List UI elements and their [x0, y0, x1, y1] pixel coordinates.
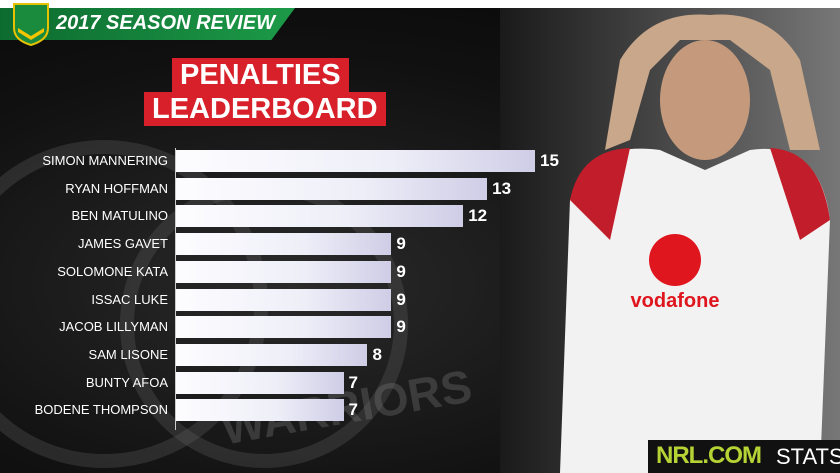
bar-label: BUNTY AFOA: [85, 374, 168, 390]
banner-title: 2017 SEASON REVIEW: [56, 12, 275, 34]
data-label: 9: [396, 317, 406, 337]
bar: [176, 260, 392, 283]
axis-line: [175, 148, 176, 430]
stats-suffix: STATS: [776, 444, 840, 469]
bar-label: SIMON MANNERING: [42, 153, 168, 168]
stats-brand: NRL.COM: [656, 442, 762, 469]
data-label: 9: [396, 261, 406, 281]
data-label: 13: [492, 178, 512, 198]
data-label: 7: [348, 372, 358, 392]
bar-label: RYAN HOFFMAN: [65, 180, 168, 196]
bar: [176, 288, 392, 311]
bar-label: JAMES GAVET: [77, 236, 168, 252]
bar-label: BODENE THOMPSON: [34, 402, 168, 418]
bar: [176, 205, 464, 228]
title-line-2: LEADERBOARD: [144, 92, 386, 126]
season-banner: [0, 8, 295, 40]
bar: [176, 316, 392, 339]
bar: [176, 371, 344, 394]
bar: [176, 399, 344, 422]
data-label: 12: [468, 206, 488, 226]
nrl-logo: [13, 3, 49, 46]
data-label: 9: [396, 234, 406, 254]
bar: [176, 177, 488, 200]
bar: [176, 150, 535, 172]
bar: [176, 343, 368, 366]
title-line-1: PENALTIES: [172, 58, 349, 92]
bar-label: JACOB LILLYMAN: [59, 319, 168, 335]
bar-label: SOLOMONE KATA: [57, 263, 168, 279]
data-label: 8: [372, 344, 382, 364]
data-label: 15: [540, 151, 559, 170]
data-label: 7: [348, 400, 358, 420]
player-photo: vodafone: [500, 0, 840, 473]
bar-label: ISSAC LUKE: [91, 291, 168, 307]
bar-label: BEN MATULINO: [71, 208, 168, 224]
sponsor-logo: vodafone: [631, 290, 720, 312]
top-strip: [0, 0, 840, 8]
bar: [176, 233, 392, 256]
bar-label: SAM LISONE: [88, 346, 168, 362]
nrl-stats-logo: NRL.COM STATS: [648, 440, 840, 473]
data-label: 9: [396, 289, 406, 309]
